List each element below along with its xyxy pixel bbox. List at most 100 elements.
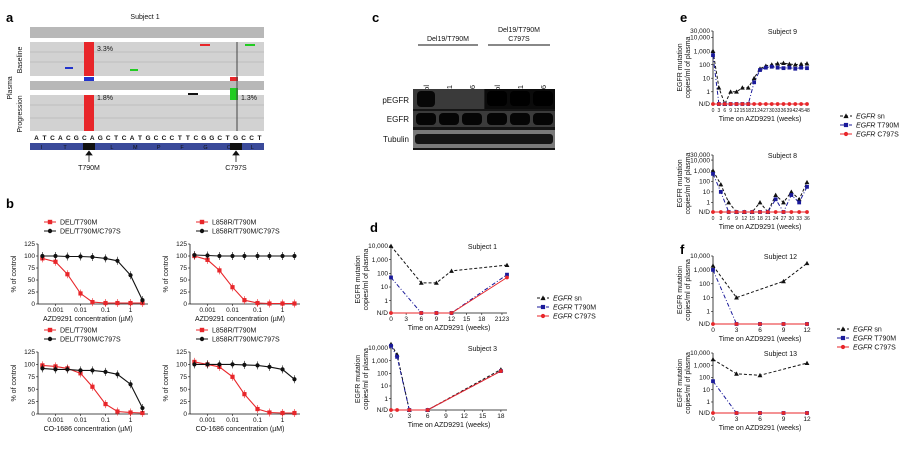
x-tick-label: 3 — [717, 108, 720, 114]
data-point-circle — [255, 363, 260, 368]
x-tick-label: 0.001 — [199, 417, 216, 424]
data-point-square — [90, 384, 95, 389]
x-tick-label: 36 — [781, 108, 787, 114]
data-point-triangle — [775, 61, 781, 66]
x-tick-label: 9 — [782, 327, 786, 334]
blot-egfr — [413, 111, 555, 127]
data-point-circle — [40, 253, 45, 259]
dna-base: T — [114, 135, 118, 142]
x-tick-label: 12 — [803, 416, 811, 423]
data-point-triangle — [710, 48, 716, 53]
data-point-triangle — [786, 61, 792, 66]
y-tick-label: 1 — [706, 309, 710, 316]
x-tick-label: 15 — [749, 216, 755, 222]
y-tick-label: N/D — [699, 321, 711, 328]
y-tick-label: 75 — [28, 374, 36, 381]
x-tick-label: 39 — [787, 108, 793, 114]
data-point-square — [128, 300, 133, 306]
x-tick-label: 15 — [479, 413, 487, 420]
data-point-circle — [78, 254, 83, 259]
y-axis-label: % of control — [163, 364, 170, 401]
data-point-circle — [140, 298, 145, 303]
y-tick-label: 0 — [183, 301, 187, 308]
data-point-triangle — [781, 200, 786, 205]
data-point-triangle — [781, 60, 786, 65]
dna-base: C — [66, 135, 71, 142]
data-point-triangle — [728, 89, 734, 94]
data-point-square — [242, 392, 247, 397]
legend-label: DEL/T790M/C797S — [60, 229, 121, 236]
data-point-square — [255, 406, 260, 412]
x-axis-label: CO-1686 concentration (µM) — [196, 426, 285, 433]
t790m-label: T790M — [78, 165, 100, 172]
data-point-circle — [787, 102, 792, 106]
data-point-square — [789, 193, 794, 197]
group2-label-line1: Del19/T790M — [498, 27, 540, 34]
data-point-triangle — [504, 262, 510, 268]
y-axis-label: copies/ml of plasma — [685, 152, 692, 214]
x-axis-label: Time on AZD9291 (weeks) — [719, 116, 802, 123]
data-point-circle — [718, 210, 723, 214]
data-point-circle — [128, 382, 133, 387]
data-point-circle — [769, 102, 774, 106]
data-point-circle — [805, 411, 809, 415]
data-point-circle — [752, 102, 757, 106]
amino-acid: M — [133, 145, 138, 151]
chart-d1: N/D 1 10 100 1,000 10,000 0 3 6 9 12 15 18 2123 Time o… — [355, 243, 510, 332]
data-point-circle — [242, 362, 247, 367]
series-line-black — [712, 51, 808, 106]
y-tick-label: 50 — [180, 277, 188, 284]
data-point-circle — [734, 411, 739, 415]
y-tick-label: 1 — [706, 89, 710, 96]
data-point-square — [103, 401, 108, 407]
data-point-triangle — [796, 196, 802, 202]
data-point-circle — [758, 102, 762, 106]
dna-base: A — [130, 135, 135, 142]
x-tick-label: 0 — [712, 216, 715, 222]
blot-label-tubulin: Tubulin — [383, 135, 409, 144]
y-tick-label: 10,000 — [690, 253, 710, 260]
x-tick-label: 6 — [727, 216, 730, 222]
data-point-circle — [199, 336, 205, 342]
data-point-circle — [746, 102, 751, 106]
blot-label-egfr: EGFR — [387, 115, 409, 124]
data-point-triangle — [804, 61, 810, 66]
dna-base: C — [249, 135, 254, 142]
y-tick-label: 125 — [176, 349, 187, 356]
x-tick-label: 3 — [404, 316, 408, 323]
x-tick-label: 0.01 — [74, 417, 87, 424]
data-point-square — [115, 409, 120, 414]
mutation-arrows — [85, 150, 240, 162]
data-point-circle — [128, 273, 133, 278]
legend-label: EGFR C797S — [853, 345, 896, 352]
data-point-circle — [734, 210, 739, 214]
panel-letter-f: f — [680, 242, 685, 257]
legend-label: EGFR sn — [856, 114, 885, 121]
data-point-circle — [758, 322, 762, 326]
chart-d2: N/D 1 10 100 1,000 10,000 0 3 6 9 12 15 18 Time on AZ… — [355, 341, 507, 429]
x-tick-label: 12 — [448, 316, 456, 323]
series-line-blue — [712, 55, 808, 105]
dna-base: C — [106, 135, 111, 142]
y-tick-label: 100 — [699, 178, 710, 185]
y-tick-label: 1,000 — [694, 267, 711, 274]
legend-label: L858R/T790M/C797S — [212, 337, 280, 344]
x-tick-label: 27 — [781, 216, 787, 222]
data-point-square — [843, 122, 849, 128]
data-point-square — [267, 301, 272, 306]
y-axis-label: % of control — [163, 255, 170, 292]
chart-b1: 0 25 50 75 100 125 0.001 0.01 0.1 1 AZD9291 concen… — [11, 220, 148, 323]
x-tick-label: 1 — [281, 307, 285, 314]
chart-b4: 0 25 50 75 100 125 0.001 0.01 0.1 1 CO-1686 concen… — [163, 328, 300, 433]
group1-label: Del19/T790M — [427, 36, 469, 43]
data-point-circle — [805, 102, 809, 106]
chart-title: Subject 13 — [764, 351, 797, 358]
data-point-square — [763, 65, 768, 70]
x-tick-label: 6 — [758, 416, 762, 423]
y-tick-label: 10,000 — [690, 350, 710, 357]
x-axis-label: Time on AZD9291 (weeks) — [408, 325, 491, 332]
legend-label: EGFR T790M — [553, 305, 596, 312]
